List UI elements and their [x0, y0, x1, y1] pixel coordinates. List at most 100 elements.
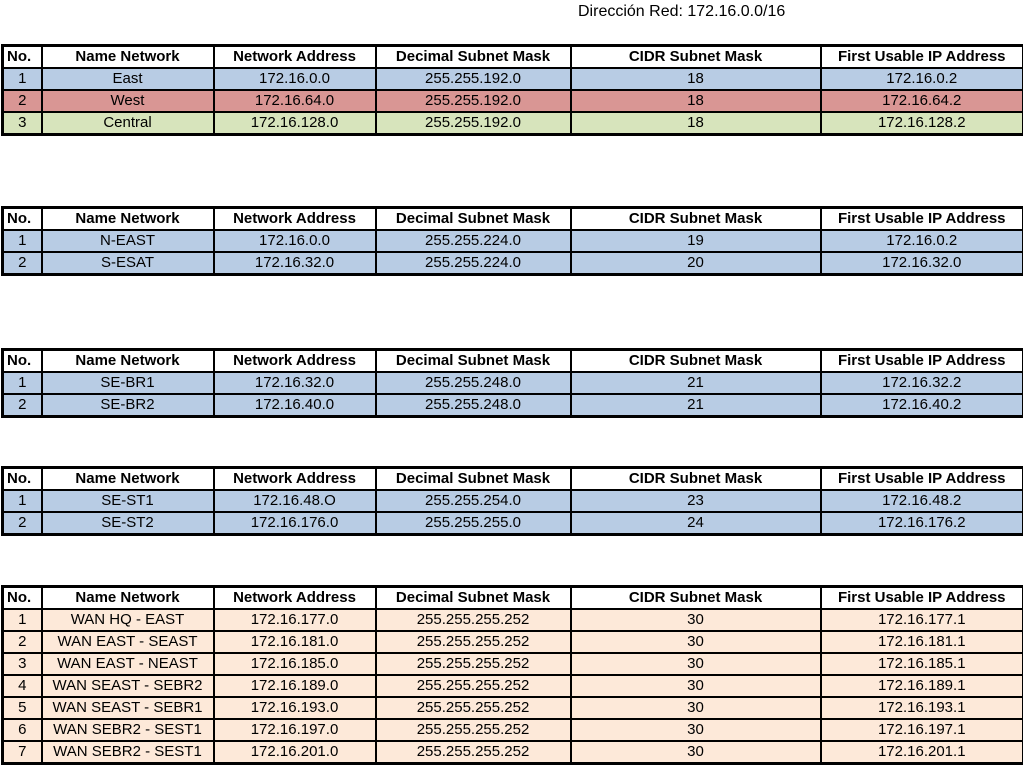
subnet-table-east-subnets: No. Name Network Network Address Decimal… — [1, 206, 1023, 276]
cell-network-address: 172.16.185.0 — [214, 653, 376, 675]
col-header-no: No. — [3, 350, 42, 373]
table-row: 6 WAN SEBR2 - SEST1 172.16.197.0 255.255… — [3, 719, 1023, 741]
cell-cidr: 19 — [571, 230, 821, 252]
cell-decimal-mask: 255.255.255.252 — [376, 697, 571, 719]
cell-network-address: 172.16.197.0 — [214, 719, 376, 741]
col-header-cidr-subnet-mask: CIDR Subnet Mask — [571, 46, 821, 69]
cell-no: 2 — [3, 631, 42, 653]
table-row: 3 Central 172.16.128.0 255.255.192.0 18 … — [3, 112, 1023, 135]
cell-name-network: SE-BR2 — [42, 394, 214, 417]
cell-no: 6 — [3, 719, 42, 741]
cell-cidr: 30 — [571, 697, 821, 719]
cell-first-usable-ip: 172.16.0.2 — [821, 230, 1023, 252]
col-header-first-usable-ip: First Usable IP Address — [821, 46, 1023, 69]
col-header-network-address: Network Address — [214, 46, 376, 69]
table-row: 1 N-EAST 172.16.0.0 255.255.224.0 19 172… — [3, 230, 1023, 252]
table-row: 1 SE-BR1 172.16.32.0 255.255.248.0 21 17… — [3, 372, 1023, 394]
cell-network-address: 172.16.201.0 — [214, 741, 376, 764]
cell-name-network: WAN EAST - SEAST — [42, 631, 214, 653]
header-row: No. Name Network Network Address Decimal… — [3, 350, 1023, 373]
cell-decimal-mask: 255.255.192.0 — [376, 112, 571, 135]
cell-network-address: 172.16.32.0 — [214, 372, 376, 394]
cell-no: 1 — [3, 68, 42, 90]
col-header-cidr-subnet-mask: CIDR Subnet Mask — [571, 208, 821, 231]
cell-first-usable-ip: 172.16.32.2 — [821, 372, 1023, 394]
col-header-first-usable-ip: First Usable IP Address — [821, 587, 1023, 610]
cell-first-usable-ip: 172.16.64.2 — [821, 90, 1023, 112]
col-header-name-network: Name Network — [42, 587, 214, 610]
cell-decimal-mask: 255.255.248.0 — [376, 394, 571, 417]
col-header-decimal-subnet-mask: Decimal Subnet Mask — [376, 46, 571, 69]
cell-name-network: WAN EAST - NEAST — [42, 653, 214, 675]
cell-cidr: 30 — [571, 609, 821, 631]
col-header-cidr-subnet-mask: CIDR Subnet Mask — [571, 587, 821, 610]
cell-network-address: 172.16.128.0 — [214, 112, 376, 135]
table-row: 4 WAN SEAST - SEBR2 172.16.189.0 255.255… — [3, 675, 1023, 697]
subnet-table-seast-branches: No. Name Network Network Address Decimal… — [1, 348, 1023, 418]
cell-decimal-mask: 255.255.255.0 — [376, 512, 571, 535]
cell-cidr: 30 — [571, 741, 821, 764]
cell-decimal-mask: 255.255.224.0 — [376, 230, 571, 252]
table-row: 2 West 172.16.64.0 255.255.192.0 18 172.… — [3, 90, 1023, 112]
col-header-decimal-subnet-mask: Decimal Subnet Mask — [376, 350, 571, 373]
cell-first-usable-ip: 172.16.201.1 — [821, 741, 1023, 764]
cell-name-network: SE-BR1 — [42, 372, 214, 394]
cell-name-network: N-EAST — [42, 230, 214, 252]
cell-decimal-mask: 255.255.224.0 — [376, 252, 571, 275]
cell-decimal-mask: 255.255.255.252 — [376, 609, 571, 631]
cell-decimal-mask: 255.255.192.0 — [376, 90, 571, 112]
cell-no: 3 — [3, 112, 42, 135]
cell-decimal-mask: 255.255.255.252 — [376, 631, 571, 653]
cell-first-usable-ip: 172.16.185.1 — [821, 653, 1023, 675]
col-header-no: No. — [3, 587, 42, 610]
cell-first-usable-ip: 172.16.40.2 — [821, 394, 1023, 417]
cell-first-usable-ip: 172.16.181.1 — [821, 631, 1023, 653]
cell-first-usable-ip: 172.16.189.1 — [821, 675, 1023, 697]
col-header-name-network: Name Network — [42, 350, 214, 373]
cell-no: 2 — [3, 512, 42, 535]
col-header-network-address: Network Address — [214, 587, 376, 610]
table-row: 1 SE-ST1 172.16.48.O 255.255.254.0 23 17… — [3, 490, 1023, 512]
cell-no: 5 — [3, 697, 42, 719]
table-row: 2 S-ESAT 172.16.32.0 255.255.224.0 20 17… — [3, 252, 1023, 275]
table-row: 2 WAN EAST - SEAST 172.16.181.0 255.255.… — [3, 631, 1023, 653]
cell-no: 2 — [3, 252, 42, 275]
subnet-table-wan-links: No. Name Network Network Address Decimal… — [1, 585, 1023, 765]
cell-cidr: 30 — [571, 719, 821, 741]
cell-first-usable-ip: 172.16.193.1 — [821, 697, 1023, 719]
cell-cidr: 18 — [571, 68, 821, 90]
table-row: 5 WAN SEAST - SEBR1 172.16.193.0 255.255… — [3, 697, 1023, 719]
cell-network-address: 172.16.0.0 — [214, 68, 376, 90]
cell-no: 4 — [3, 675, 42, 697]
cell-no: 7 — [3, 741, 42, 764]
header-row: No. Name Network Network Address Decimal… — [3, 46, 1023, 69]
cell-cidr: 30 — [571, 675, 821, 697]
cell-decimal-mask: 255.255.192.0 — [376, 68, 571, 90]
cell-name-network: SE-ST2 — [42, 512, 214, 535]
cell-name-network: East — [42, 68, 214, 90]
cell-cidr: 18 — [571, 112, 821, 135]
cell-first-usable-ip: 172.16.48.2 — [821, 490, 1023, 512]
table-row: 2 SE-BR2 172.16.40.0 255.255.248.0 21 17… — [3, 394, 1023, 417]
col-header-name-network: Name Network — [42, 468, 214, 491]
cell-no: 2 — [3, 394, 42, 417]
cell-network-address: 172.16.40.0 — [214, 394, 376, 417]
cell-network-address: 172.16.181.0 — [214, 631, 376, 653]
page-title: Dirección Red: 172.16.0.0/16 — [578, 2, 1023, 22]
col-header-decimal-subnet-mask: Decimal Subnet Mask — [376, 208, 571, 231]
col-header-cidr-subnet-mask: CIDR Subnet Mask — [571, 468, 821, 491]
col-header-first-usable-ip: First Usable IP Address — [821, 208, 1023, 231]
col-header-name-network: Name Network — [42, 46, 214, 69]
cell-network-address: 172.16.177.0 — [214, 609, 376, 631]
cell-cidr: 21 — [571, 372, 821, 394]
col-header-network-address: Network Address — [214, 350, 376, 373]
header-row: No. Name Network Network Address Decimal… — [3, 468, 1023, 491]
header-row: No. Name Network Network Address Decimal… — [3, 208, 1023, 231]
cell-network-address: 172.16.176.0 — [214, 512, 376, 535]
cell-name-network: S-ESAT — [42, 252, 214, 275]
col-header-network-address: Network Address — [214, 468, 376, 491]
header-row: No. Name Network Network Address Decimal… — [3, 587, 1023, 610]
cell-cidr: 18 — [571, 90, 821, 112]
col-header-no: No. — [3, 46, 42, 69]
